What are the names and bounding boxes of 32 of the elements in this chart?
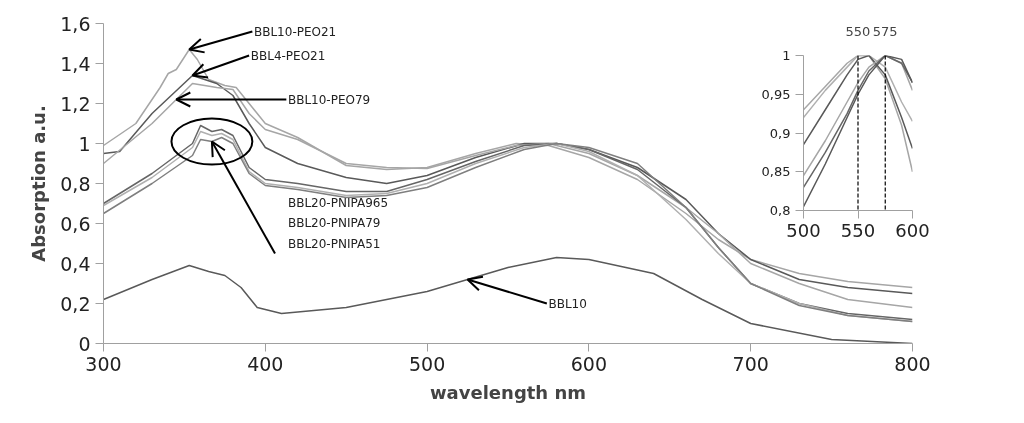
y-tick-label: 0 bbox=[78, 332, 91, 355]
y-tick-label: 1 bbox=[782, 48, 791, 63]
annotation: BBL10 bbox=[548, 296, 587, 311]
y-tick-label: 1,4 bbox=[60, 52, 91, 75]
ref-line-label: 575 bbox=[872, 23, 898, 39]
y-tick-label: 0,8 bbox=[60, 172, 91, 195]
y-tick-label: 0,85 bbox=[761, 164, 791, 180]
y-tick-label: 0,2 bbox=[60, 292, 91, 315]
x-tick-label: 500 bbox=[408, 352, 446, 375]
annotation: BBL10-PEO79 bbox=[287, 92, 371, 107]
y-tick-label: 0,9 bbox=[769, 125, 791, 141]
x-tick-label: 700 bbox=[732, 352, 769, 375]
ref-line-label: 550 bbox=[845, 23, 871, 39]
annotation: BBL4-PEO21 bbox=[250, 48, 326, 63]
x-tick-label: 300 bbox=[85, 352, 122, 375]
y-tick-label: 0,95 bbox=[761, 86, 791, 102]
x-tick-label: 400 bbox=[247, 352, 284, 375]
y-tick-label: 1 bbox=[78, 132, 91, 155]
x-tick-label: 600 bbox=[570, 352, 608, 375]
y-tick-label: 1,2 bbox=[60, 92, 91, 115]
y-tick-label: 0,6 bbox=[60, 212, 91, 235]
x-tick-label: 500 bbox=[786, 219, 821, 241]
annotation: BBL10-PEO21 bbox=[253, 24, 337, 39]
x-tick-label: 550 bbox=[840, 219, 876, 241]
x-tick-label: 800 bbox=[894, 352, 931, 375]
annotation: BBL20-PNIPA965 BBL20-PNIPA79 BBL20-PNIPA51 bbox=[287, 196, 389, 251]
y-tick-label: 1,6 bbox=[60, 12, 91, 35]
y-tick-label: 0,8 bbox=[769, 203, 791, 218]
x-axis-title: wavelength nm bbox=[429, 381, 587, 403]
x-tick-label: 600 bbox=[895, 219, 930, 241]
y-tick-label: 0,4 bbox=[60, 252, 91, 275]
y-axis-title: Absorption a.u. bbox=[28, 105, 50, 262]
